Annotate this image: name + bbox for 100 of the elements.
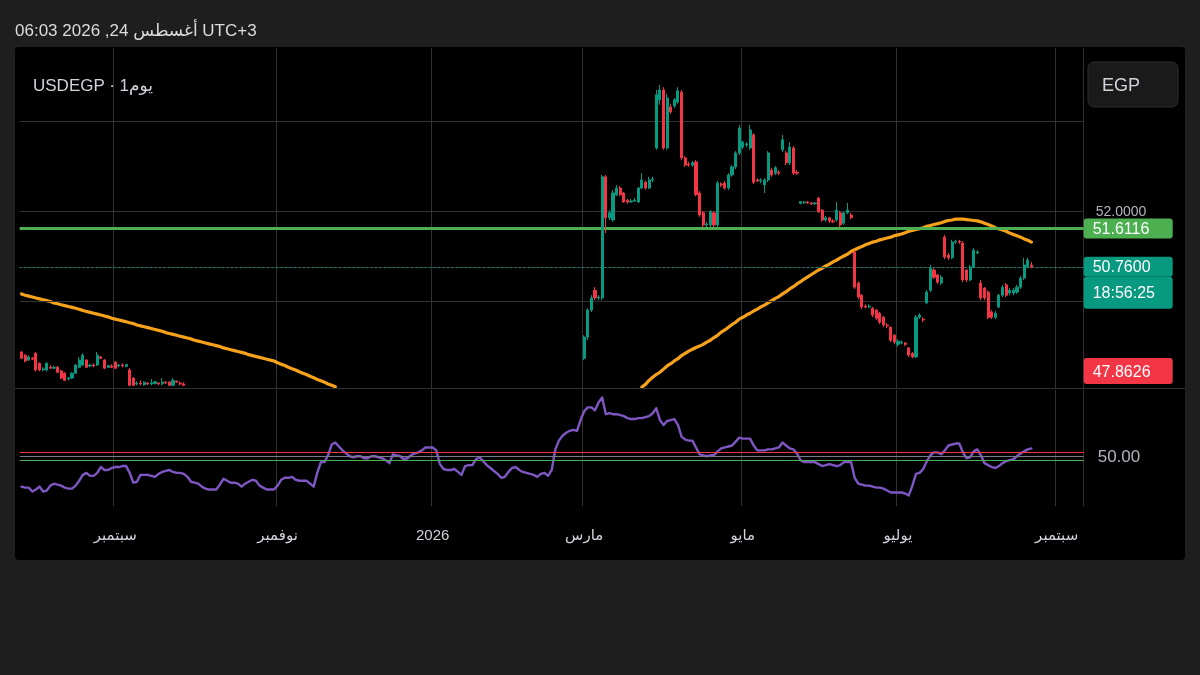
candlestick bbox=[979, 279, 982, 301]
candlestick bbox=[943, 234, 946, 260]
candlestick bbox=[27, 354, 30, 362]
candlestick bbox=[676, 86, 679, 105]
candlestick bbox=[92, 362, 95, 368]
text: USDEGP · 1يوم bbox=[33, 76, 154, 95]
candlestick bbox=[799, 200, 802, 205]
candlestick bbox=[179, 380, 182, 386]
candlestick bbox=[81, 352, 84, 367]
candlestick bbox=[611, 189, 615, 223]
candlestick bbox=[788, 141, 791, 166]
candlestick bbox=[925, 289, 928, 305]
candlestick bbox=[712, 210, 716, 228]
candlestick bbox=[850, 212, 853, 220]
candlestick bbox=[662, 86, 665, 151]
candlestick bbox=[878, 311, 881, 325]
candlestick bbox=[121, 362, 124, 368]
x-tick-label: سبتمبر bbox=[1034, 526, 1079, 544]
x-tick-label: 2026 bbox=[415, 526, 450, 543]
candlestick bbox=[60, 369, 63, 380]
candlestick bbox=[88, 363, 92, 368]
candlestick bbox=[1030, 261, 1033, 269]
candlestick bbox=[103, 358, 106, 370]
candlestick bbox=[896, 338, 900, 348]
candlestick bbox=[96, 351, 99, 367]
candlestick bbox=[143, 380, 146, 387]
candlestick bbox=[666, 93, 669, 151]
y-tick-label: 52.0000 bbox=[1095, 203, 1147, 220]
candlestick bbox=[914, 314, 918, 359]
candlestick bbox=[45, 361, 48, 372]
chart-subtitle: أغسطس 24, 2026 06:03 UTC+3 bbox=[15, 20, 257, 41]
candlestick bbox=[749, 124, 752, 151]
candlestick bbox=[655, 89, 658, 151]
candlestick bbox=[49, 364, 52, 370]
candlestick bbox=[875, 308, 878, 321]
candlestick bbox=[828, 216, 831, 224]
x-tick-label: يوليو bbox=[882, 526, 913, 544]
candlestick bbox=[110, 363, 113, 369]
candlestick bbox=[175, 379, 178, 384]
candlestick bbox=[604, 174, 607, 234]
candlestick bbox=[871, 306, 874, 318]
text: 50.00 bbox=[1097, 446, 1141, 466]
y-tick-label: 50.7600 bbox=[1092, 258, 1151, 276]
candlestick bbox=[99, 355, 102, 360]
candlestick bbox=[1005, 282, 1008, 298]
candlestick bbox=[723, 180, 726, 191]
candlestick bbox=[813, 201, 817, 206]
candlestick bbox=[114, 360, 117, 370]
candlestick bbox=[67, 376, 70, 381]
candlestick bbox=[770, 167, 773, 178]
candlestick bbox=[691, 160, 694, 168]
candlestick bbox=[774, 165, 777, 176]
candlestick bbox=[42, 366, 45, 372]
candlestick bbox=[824, 215, 827, 223]
candlestick bbox=[904, 341, 907, 347]
candlestick bbox=[648, 176, 651, 190]
candlestick bbox=[24, 353, 27, 363]
candlestick bbox=[139, 379, 142, 386]
x-tick-label: مايو bbox=[729, 526, 756, 544]
candlestick bbox=[889, 325, 892, 343]
candlestick bbox=[792, 145, 795, 176]
candlestick bbox=[810, 201, 813, 206]
candlestick bbox=[1008, 287, 1011, 296]
candlestick bbox=[907, 346, 910, 358]
candlestick bbox=[20, 350, 23, 360]
candlestick bbox=[868, 303, 871, 309]
candlestick bbox=[882, 315, 885, 328]
candlestick bbox=[117, 363, 120, 368]
candlestick bbox=[669, 103, 672, 115]
text: 18:56:25 bbox=[1092, 284, 1156, 302]
candlestick bbox=[911, 351, 914, 359]
x-tick-label: نوفمبر bbox=[256, 526, 298, 544]
candlestick bbox=[752, 132, 755, 185]
candlestick bbox=[803, 200, 806, 205]
candlestick bbox=[168, 380, 171, 387]
candlestick bbox=[52, 365, 56, 370]
candlestick bbox=[146, 381, 149, 386]
y-tick-label: 51.6116 bbox=[1092, 220, 1150, 238]
candlestick bbox=[951, 239, 954, 260]
candlestick bbox=[182, 381, 185, 387]
candlestick bbox=[831, 218, 835, 224]
candlestick bbox=[716, 180, 719, 228]
candlestick bbox=[994, 310, 997, 320]
candlestick bbox=[107, 364, 110, 369]
candlestick bbox=[161, 377, 164, 386]
candlestick bbox=[63, 371, 66, 382]
candlestick bbox=[839, 210, 842, 228]
candlestick bbox=[777, 169, 780, 176]
candlestick bbox=[987, 289, 990, 320]
candlestick bbox=[961, 240, 964, 283]
candlestick bbox=[785, 150, 788, 166]
candlestick bbox=[34, 351, 37, 372]
candlestick bbox=[806, 200, 809, 205]
candlestick bbox=[781, 134, 784, 153]
candlestick bbox=[593, 286, 597, 301]
candlestick bbox=[157, 381, 160, 386]
candlestick bbox=[940, 274, 943, 286]
candlestick bbox=[629, 198, 633, 204]
candlestick bbox=[709, 209, 712, 228]
candlestick bbox=[835, 201, 838, 223]
